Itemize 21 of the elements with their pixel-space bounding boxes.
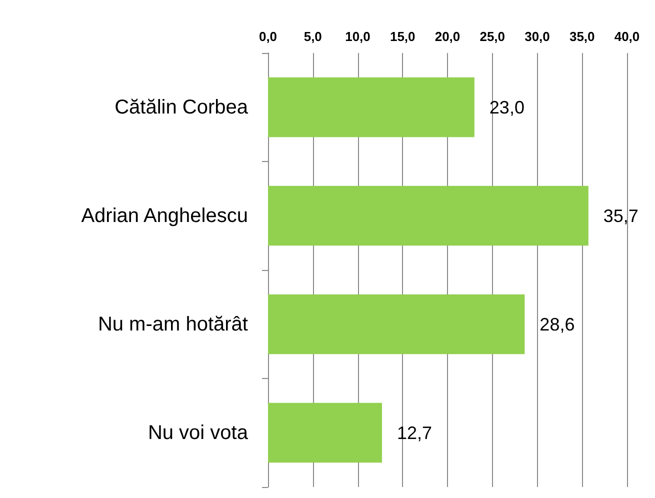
bar bbox=[268, 186, 588, 246]
bar bbox=[268, 294, 525, 354]
y-tick-label: Nu voi vota bbox=[148, 422, 249, 444]
data-label: 23,0 bbox=[489, 97, 524, 118]
x-tick-label: 35,0 bbox=[569, 29, 595, 44]
y-tick-label: Nu m-am hotărât bbox=[98, 313, 248, 336]
x-tick-label: 40,0 bbox=[614, 29, 640, 44]
bar bbox=[268, 402, 382, 463]
data-label: 28,6 bbox=[540, 314, 575, 334]
x-tick-label: 10,0 bbox=[345, 29, 370, 44]
x-tick-label: 5,0 bbox=[304, 29, 322, 44]
x-tick-label: 0,0 bbox=[258, 29, 278, 44]
y-tick-label: Cătălin Corbea bbox=[114, 96, 249, 118]
x-tick-label: 15,0 bbox=[390, 29, 416, 44]
data-label: 35,7 bbox=[603, 206, 638, 226]
x-tick-label: 20,0 bbox=[434, 29, 460, 44]
bar bbox=[268, 77, 474, 138]
y-tick-label: Adrian Anghelescu bbox=[81, 204, 248, 227]
x-tick-label: 25,0 bbox=[480, 29, 506, 44]
x-tick-label: 30,0 bbox=[524, 29, 550, 44]
data-label: 12,7 bbox=[396, 422, 432, 443]
